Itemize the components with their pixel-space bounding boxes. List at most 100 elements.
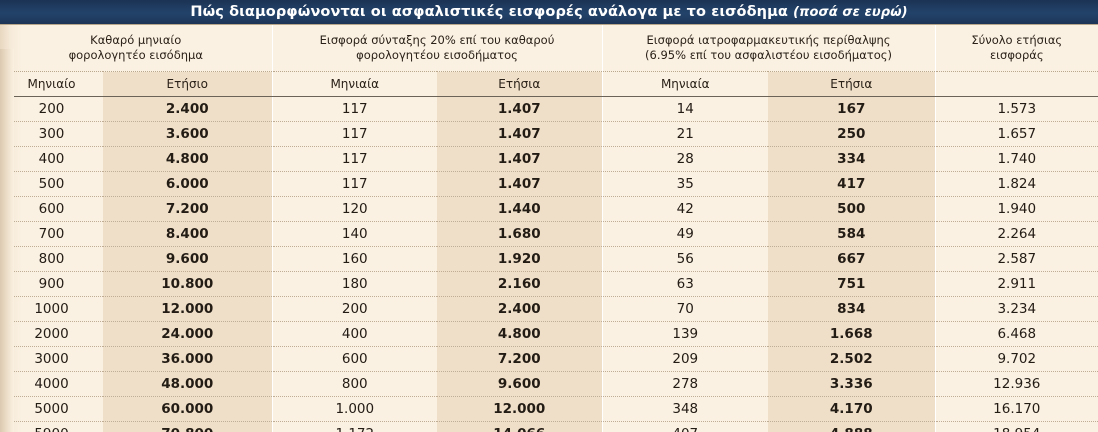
- table-cell: 300: [0, 121, 103, 147]
- table-cell: 9.600: [103, 246, 273, 272]
- table-cell: 334: [768, 146, 936, 172]
- group-header-pension-line2: φορολογητέου εισοδήματος: [356, 48, 518, 62]
- table-cell: 1.440: [437, 196, 603, 222]
- table-cell: 1.407: [437, 146, 603, 172]
- table-cell: 2.502: [768, 346, 936, 372]
- table-cell: 1.940: [934, 196, 1098, 222]
- col-header-health-annual: Ετήσια: [768, 71, 936, 97]
- table-row: 2000 24.000 400 4.800 139 1.668 6.468: [0, 321, 1098, 347]
- table-cell: 160: [271, 246, 438, 272]
- table-cell: 4.888: [768, 421, 936, 432]
- group-header-net-income: Καθαρό μηνιαίο φορολογητέο εισόδημα: [0, 25, 273, 72]
- table-cell: 1.407: [437, 96, 603, 122]
- table-cell: 9.702: [934, 346, 1098, 372]
- table-cell: 1.657: [934, 121, 1098, 147]
- table-cell: 120: [271, 196, 438, 222]
- col-header-pension-annual: Ετήσια: [437, 71, 603, 97]
- table-cell: 1.407: [437, 121, 603, 147]
- table-row: 600 7.200 120 1.440 42 500 1.940: [0, 196, 1098, 222]
- table-cell: 2.160: [437, 271, 603, 297]
- table-cell: 10.800: [103, 271, 273, 297]
- group-header-pension-line1: Εισφορά σύνταξης 20% επί του καθαρού: [319, 33, 555, 47]
- table-cell: 56: [601, 246, 769, 272]
- table-cell: 42: [601, 196, 769, 222]
- table-cell: 4.800: [437, 321, 603, 347]
- table-cell: 1.920: [437, 246, 603, 272]
- table-cell: 500: [0, 171, 103, 197]
- table-cell: 14: [601, 96, 769, 122]
- table-cell: 600: [271, 346, 438, 372]
- group-header-row: Καθαρό μηνιαίο φορολογητέο εισόδημα Εισφ…: [0, 25, 1098, 72]
- table-cell: 3000: [0, 346, 103, 372]
- table-cell: 834: [768, 296, 936, 322]
- table-head: Καθαρό μηνιαίο φορολογητέο εισόδημα Εισφ…: [0, 25, 1098, 97]
- table-cell: 1.680: [437, 221, 603, 247]
- col-header-monthly-income: Μηνιαίο: [0, 71, 103, 97]
- table-cell: 1.573: [934, 96, 1098, 122]
- group-header-health-line2: (6.95% επί του ασφαλιστέου εισοδήματος): [645, 48, 893, 62]
- page-title: Πώς διαμορφώνονται οι ασφαλιστικές εισφο…: [190, 4, 907, 20]
- table-row: 900 10.800 180 2.160 63 751 2.911: [0, 271, 1098, 297]
- table-cell: 36.000: [103, 346, 273, 372]
- group-header-net-income-line2: φορολογητέο εισόδημα: [68, 48, 203, 62]
- table-row: 800 9.600 160 1.920 56 667 2.587: [0, 246, 1098, 272]
- table-cell: 209: [601, 346, 769, 372]
- table-cell: 4.800: [103, 146, 273, 172]
- title-main: Πώς διαμορφώνονται οι ασφαλιστικές εισφο…: [190, 4, 788, 20]
- table-cell: 1.824: [934, 171, 1098, 197]
- table-cell: 348: [601, 396, 769, 422]
- col-header-pension-monthly: Μηνιαία: [271, 71, 438, 97]
- table-cell: 180: [271, 271, 438, 297]
- table-cell: 70.800: [103, 421, 273, 432]
- table-cell: 139: [601, 321, 769, 347]
- table-cell: 28: [601, 146, 769, 172]
- table-cell: 2.264: [934, 221, 1098, 247]
- col-header-health-monthly: Μηνιαία: [601, 71, 769, 97]
- table-cell: 3.600: [103, 121, 273, 147]
- table-cell: 400: [271, 321, 438, 347]
- table-cell: 48.000: [103, 371, 273, 397]
- table-cell: 1.740: [934, 146, 1098, 172]
- table-cell: 21: [601, 121, 769, 147]
- table-row: 700 8.400 140 1.680 49 584 2.264: [0, 221, 1098, 247]
- table-cell: 900: [0, 271, 103, 297]
- group-header-net-income-line1: Καθαρό μηνιαίο: [90, 33, 182, 47]
- table-cell: 117: [271, 121, 438, 147]
- table-cell: 200: [271, 296, 438, 322]
- table-cell: 4000: [0, 371, 103, 397]
- table-cell: 2.911: [934, 271, 1098, 297]
- table-cell: 1.668: [768, 321, 936, 347]
- sub-header-row: Μηνιαίο Ετήσιο Μηνιαία Ετήσια Μηνιαία Ετ…: [0, 71, 1098, 97]
- table-cell: 3.336: [768, 371, 936, 397]
- table-cell: 800: [0, 246, 103, 272]
- table-container: Καθαρό μηνιαίο φορολογητέο εισόδημα Εισφ…: [0, 25, 1098, 432]
- table-cell: 667: [768, 246, 936, 272]
- title-amounts-note: (ποσά σε ευρώ): [793, 5, 908, 20]
- group-header-total-line1: Σύνολο ετήσιας: [971, 33, 1063, 47]
- table-cell: 49: [601, 221, 769, 247]
- table-cell: 7.200: [103, 196, 273, 222]
- table-cell: 12.000: [103, 296, 273, 322]
- title-bar: Πώς διαμορφώνονται οι ασφαλιστικές εισφο…: [0, 0, 1098, 25]
- table-row: 300 3.600 117 1.407 21 250 1.657: [0, 121, 1098, 147]
- table-cell: 400: [0, 146, 103, 172]
- table-body: 200 2.400 117 1.407 14 167 1.573 300 3.600 117 1.4…: [0, 96, 1098, 432]
- table-row: 1000 12.000 200 2.400 70 834 3.234: [0, 296, 1098, 322]
- table-cell: 18.954: [934, 421, 1098, 432]
- table-cell: 500: [768, 196, 936, 222]
- table-cell: 600: [0, 196, 103, 222]
- table-cell: 417: [768, 171, 936, 197]
- table-row: 5000 60.000 1.000 12.000 348 4.170 16.170: [0, 396, 1098, 422]
- table-row: 4000 48.000 800 9.600 278 3.336 12.936: [0, 371, 1098, 397]
- table-cell: 1.407: [437, 171, 603, 197]
- table-cell: 2.400: [103, 96, 273, 122]
- group-header-pension: Εισφορά σύνταξης 20% επί του καθαρού φορ…: [271, 25, 603, 72]
- table-cell: 16.170: [934, 396, 1098, 422]
- table-cell: 117: [271, 146, 438, 172]
- table-cell: 2.587: [934, 246, 1098, 272]
- table-cell: 800: [271, 371, 438, 397]
- table-cell: 24.000: [103, 321, 273, 347]
- table-row: 400 4.800 117 1.407 28 334 1.740: [0, 146, 1098, 172]
- group-header-health: Εισφορά ιατροφαρμακευτικής περίθαλψης (6…: [601, 25, 936, 72]
